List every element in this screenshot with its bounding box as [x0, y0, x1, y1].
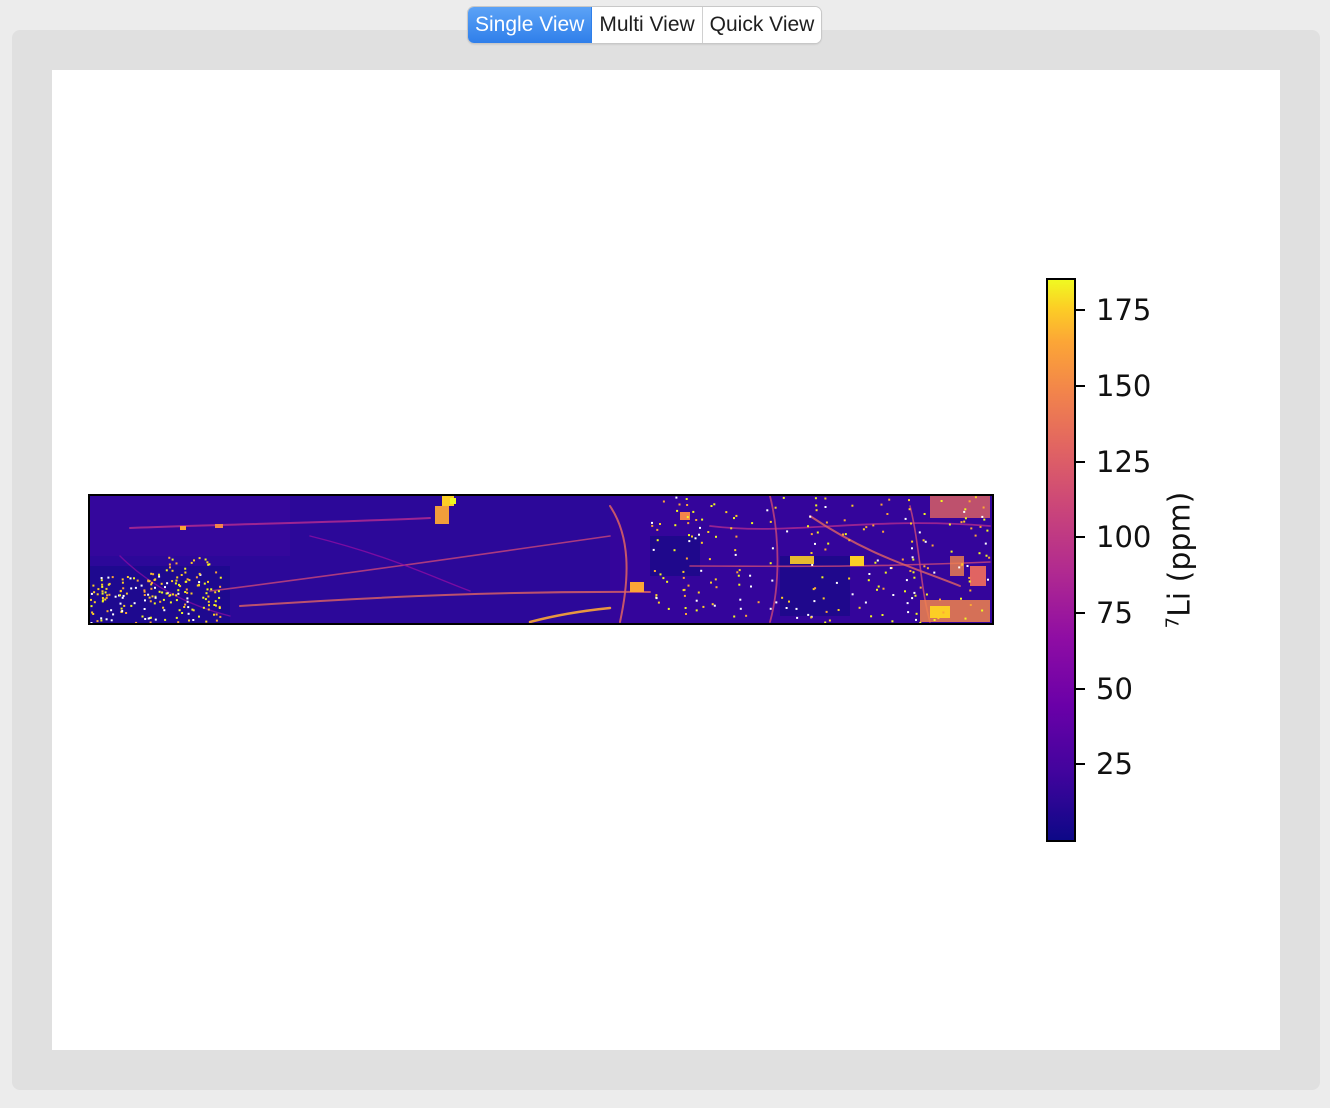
- colorbar-tick-label-75: 75: [1096, 595, 1133, 630]
- colorbar-tick-label-125: 125: [1096, 444, 1152, 479]
- colorbar-tick-label-100: 100: [1096, 520, 1152, 555]
- colorbar-tick-label-175: 175: [1096, 293, 1152, 328]
- colorbar-tick-150: [1076, 384, 1085, 387]
- li-concentration-heatmap: [88, 494, 994, 625]
- colorbar-tick-175: [1076, 309, 1085, 312]
- view-mode-segmented-control: Single View Multi View Quick View: [468, 7, 822, 43]
- heatmap-image: [90, 496, 992, 623]
- colorbar-tick-100: [1076, 536, 1085, 539]
- colorbar-label-text: Li (ppm): [1162, 491, 1198, 617]
- colorbar-label-superscript: 7: [1162, 616, 1184, 629]
- tab-single-view[interactable]: Single View: [468, 7, 593, 43]
- colorbar-label: 7Li (ppm): [1163, 492, 1198, 629]
- colorbar: [1046, 278, 1076, 842]
- tab-quick-view[interactable]: Quick View: [702, 7, 822, 43]
- colorbar-tick-25: [1076, 763, 1085, 766]
- colorbar-tick-label-50: 50: [1096, 671, 1133, 706]
- colorbar-tick-125: [1076, 460, 1085, 463]
- colorbar-tick-50: [1076, 687, 1085, 690]
- tab-multi-view[interactable]: Multi View: [592, 7, 703, 43]
- colorbar-tick-label-25: 25: [1096, 747, 1133, 782]
- colorbar-tick-label-150: 150: [1096, 368, 1152, 403]
- colorbar-tick-75: [1076, 611, 1085, 614]
